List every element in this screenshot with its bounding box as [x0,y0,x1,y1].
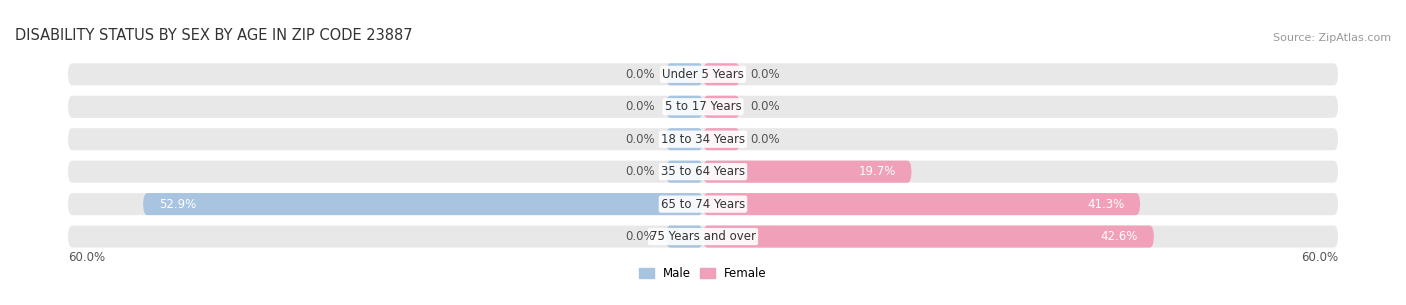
Text: 0.0%: 0.0% [626,100,655,113]
FancyBboxPatch shape [703,225,1154,248]
FancyBboxPatch shape [666,225,703,248]
FancyBboxPatch shape [703,128,740,150]
Text: Source: ZipAtlas.com: Source: ZipAtlas.com [1272,33,1391,43]
FancyBboxPatch shape [67,161,1339,183]
Text: 0.0%: 0.0% [751,100,780,113]
Text: 0.0%: 0.0% [626,165,655,178]
Text: 52.9%: 52.9% [159,198,197,211]
Text: 60.0%: 60.0% [67,251,105,264]
Text: 0.0%: 0.0% [626,133,655,146]
FancyBboxPatch shape [143,193,703,215]
FancyBboxPatch shape [67,96,1339,118]
FancyBboxPatch shape [666,161,703,183]
Text: 0.0%: 0.0% [751,68,780,81]
FancyBboxPatch shape [666,96,703,118]
Text: 35 to 64 Years: 35 to 64 Years [661,165,745,178]
Text: 0.0%: 0.0% [751,133,780,146]
Text: Under 5 Years: Under 5 Years [662,68,744,81]
FancyBboxPatch shape [666,128,703,150]
Text: 18 to 34 Years: 18 to 34 Years [661,133,745,146]
Legend: Male, Female: Male, Female [640,267,766,280]
Text: 19.7%: 19.7% [858,165,896,178]
Text: 42.6%: 42.6% [1101,230,1137,243]
FancyBboxPatch shape [703,63,740,85]
Text: 75 Years and over: 75 Years and over [650,230,756,243]
Text: 60.0%: 60.0% [1301,251,1339,264]
Text: DISABILITY STATUS BY SEX BY AGE IN ZIP CODE 23887: DISABILITY STATUS BY SEX BY AGE IN ZIP C… [15,28,412,43]
FancyBboxPatch shape [703,161,911,183]
Text: 0.0%: 0.0% [626,68,655,81]
FancyBboxPatch shape [67,193,1339,215]
Text: 0.0%: 0.0% [626,230,655,243]
Text: 5 to 17 Years: 5 to 17 Years [665,100,741,113]
Text: 41.3%: 41.3% [1087,198,1125,211]
Text: 65 to 74 Years: 65 to 74 Years [661,198,745,211]
FancyBboxPatch shape [703,96,740,118]
FancyBboxPatch shape [703,193,1140,215]
FancyBboxPatch shape [666,63,703,85]
FancyBboxPatch shape [67,225,1339,248]
FancyBboxPatch shape [67,128,1339,150]
FancyBboxPatch shape [67,63,1339,85]
